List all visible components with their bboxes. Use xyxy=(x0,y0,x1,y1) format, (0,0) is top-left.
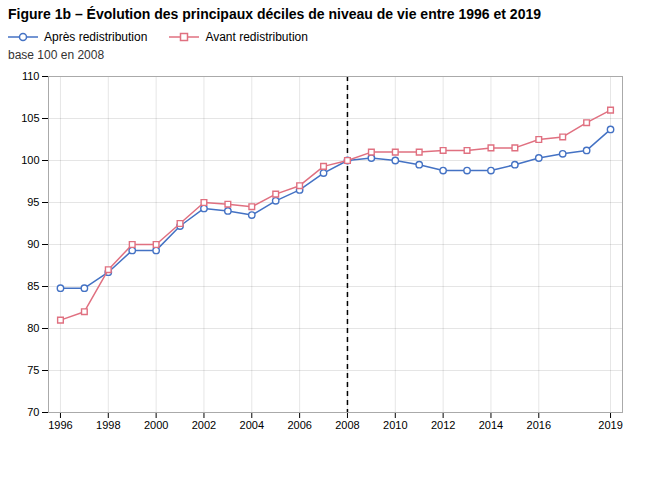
svg-text:75: 75 xyxy=(27,364,39,376)
html-text:Figure 1b – Évolution des prin: Figure 1b – Évolution des principaux déc… xyxy=(8,6,541,22)
svg-text:100: 100 xyxy=(21,154,39,166)
svg-text:2012: 2012 xyxy=(431,419,455,431)
svg-text:2006: 2006 xyxy=(287,419,311,431)
svg-text:85: 85 xyxy=(27,280,39,292)
svg-text:1996: 1996 xyxy=(48,419,72,431)
html-text:base 100 en 2008: base 100 en 2008 xyxy=(8,47,105,62)
svg-text:110: 110 xyxy=(22,70,40,82)
svg-text:2016: 2016 xyxy=(527,419,551,431)
svg-text:105: 105 xyxy=(21,112,39,124)
svg-text:1998: 1998 xyxy=(96,419,120,431)
svg-text:95: 95 xyxy=(27,196,39,208)
html-text:Après redistribution: Après redistribution xyxy=(44,29,148,44)
svg-text:2014: 2014 xyxy=(479,419,503,431)
svg-text:90: 90 xyxy=(27,238,39,250)
html-text:Avant redistribution: Avant redistribution xyxy=(205,29,308,44)
svg-text:2008: 2008 xyxy=(335,419,359,431)
svg-text:70: 70 xyxy=(27,406,39,418)
svg-text:2010: 2010 xyxy=(383,419,407,431)
svg-text:2000: 2000 xyxy=(144,419,168,431)
svg-text:2004: 2004 xyxy=(240,419,264,431)
svg-text:80: 80 xyxy=(27,322,39,334)
svg-text:2002: 2002 xyxy=(192,419,216,431)
svg-text:2019: 2019 xyxy=(598,419,622,431)
